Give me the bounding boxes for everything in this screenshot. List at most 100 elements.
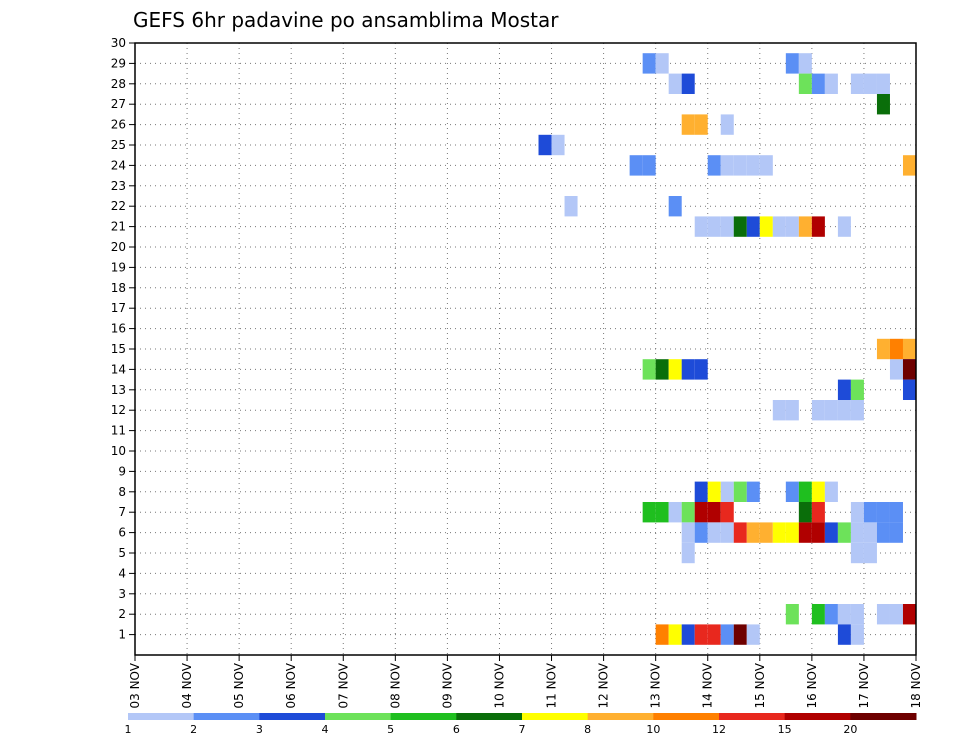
heatmap-cell [694,624,708,645]
heatmap-cell [655,502,669,523]
colorbar-label: 5 [387,723,394,736]
heatmap-cell [902,359,916,380]
heatmap-cell [850,522,864,543]
y-tick-label: 2 [118,607,126,621]
heatmap-cell [746,155,760,176]
colorbar-swatch [325,713,392,720]
x-tick-label: 14 NOV [701,662,715,708]
x-tick-label: 03 NOV [128,662,142,708]
heatmap-cell [772,216,786,237]
heatmap-cell [759,155,773,176]
heatmap-cell [876,604,890,625]
heatmap-cell [889,359,903,380]
y-tick-label: 8 [118,485,126,499]
y-tick-label: 15 [111,342,126,356]
x-tick-label: 06 NOV [284,662,298,708]
heatmap-cell [694,522,708,543]
heatmap-cell [551,134,565,156]
heatmap-cell [850,73,864,94]
heatmap-cells [538,53,916,645]
x-tick-label: 12 NOV [597,662,611,708]
heatmap-cell [642,155,656,176]
y-tick-label: 23 [111,179,126,193]
y-tick-label: 28 [111,77,126,91]
heatmap-cell [837,216,851,237]
heatmap-cell [564,196,578,217]
heatmap-cell [811,481,825,502]
y-tick-label: 27 [111,97,126,111]
colorbar-swatch [259,713,326,720]
heatmap-cell [850,379,864,400]
y-tick-label: 26 [111,118,126,132]
heatmap-cell [811,604,825,625]
x-tick-label: 13 NOV [649,662,663,708]
heatmap-cell [811,522,825,543]
x-tick-label: 15 NOV [753,662,767,708]
heatmap-cell [720,522,734,543]
colorbar-label: 20 [843,723,857,736]
y-tick-label: 29 [111,56,126,70]
heatmap-cell [824,400,838,421]
x-tick-label: 04 NOV [180,662,194,708]
y-tick-label: 9 [118,464,126,478]
x-tick-label: 09 NOV [440,662,454,708]
heatmap-cell [785,53,799,74]
heatmap-cell [733,522,747,543]
heatmap-cell [720,114,734,135]
heatmap-cell [772,400,786,421]
x-tick-label: 18 NOV [909,662,923,708]
heatmap-cell [720,624,734,645]
heatmap-cell [889,604,903,625]
heatmap-cell [694,481,708,502]
heatmap-cell [798,481,812,502]
heatmap-cell [889,502,903,523]
heatmap-cell [785,481,799,502]
heatmap-cell [876,502,890,523]
y-tick-label: 16 [111,322,126,336]
colorbar-swatch [390,713,457,720]
x-tick-label: 10 NOV [492,662,506,708]
heatmap-cell [902,604,916,625]
heatmap-cell [746,216,760,237]
chart-title: GEFS 6hr padavine po ansamblima Mostar [133,8,559,32]
heatmap-cell [733,155,747,176]
heatmap-cell [707,502,721,523]
heatmap-cell [720,481,734,502]
colorbar-label: 6 [453,723,460,736]
heatmap-cell [876,73,890,94]
heatmap-cell [824,73,838,94]
colorbar-swatch [456,713,523,720]
colorbar-label: 4 [322,723,329,736]
heatmap-cell [785,604,799,625]
colorbar-swatch [587,713,654,720]
y-tick-label: 20 [111,240,126,254]
x-tick-label: 08 NOV [388,662,402,708]
heatmap-cell [681,359,695,380]
heatmap-cell [759,216,773,237]
y-tick-label: 3 [118,587,126,601]
heatmap-cell [863,502,877,523]
y-tick-label: 21 [111,220,126,234]
colorbar-label: 10 [646,723,660,736]
y-tick-label: 6 [118,526,126,540]
y-tick-label: 7 [118,505,126,519]
y-tick-label: 18 [111,281,126,295]
heatmap-cell [837,522,851,543]
heatmap-cell [837,400,851,421]
heatmap-cell [733,481,747,502]
heatmap-cell [824,481,838,502]
y-tick-label: 24 [111,158,126,172]
heatmap-cell [876,338,890,360]
heatmap-cell [681,522,695,543]
colorbar-label: 12 [712,723,726,736]
y-tick-label: 11 [111,424,126,438]
heatmap-cell [720,502,734,523]
heatmap-cell [837,604,851,625]
y-tick-label: 22 [111,199,126,213]
heatmap-cell [785,522,799,543]
heatmap-cell [694,114,708,135]
colorbar: 1 2 3 4 5 6 7 8 10 12 15 20 [125,713,917,736]
colorbar-swatch [850,713,917,720]
heatmap-cell [694,216,708,237]
